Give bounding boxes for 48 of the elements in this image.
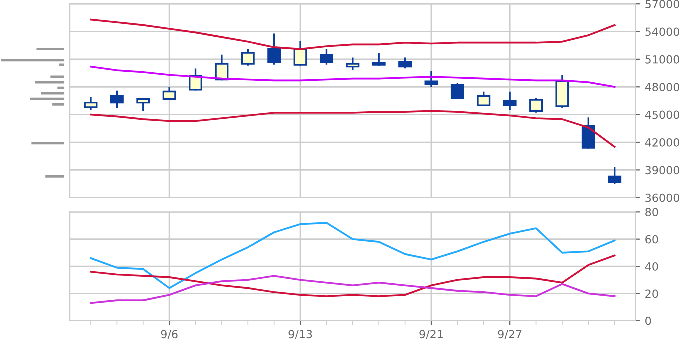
bar bbox=[46, 175, 65, 178]
bar bbox=[41, 92, 65, 95]
candlestick bbox=[136, 98, 150, 112]
y-tick-label: 36000 bbox=[646, 194, 680, 202]
bar bbox=[30, 98, 65, 100]
bar bbox=[58, 86, 65, 90]
candlestick bbox=[215, 54, 229, 81]
line-series bbox=[90, 222, 616, 290]
y-tick-label: 39000 bbox=[646, 166, 680, 175]
candlestick bbox=[346, 58, 360, 70]
candlestick bbox=[477, 92, 491, 106]
y-tick-label: 51000 bbox=[646, 55, 680, 64]
bar bbox=[1, 59, 65, 62]
y-tick-label: 40 bbox=[645, 262, 658, 271]
x-tick-label: 9/21 bbox=[420, 330, 443, 340]
x-tick-label: 9/27 bbox=[498, 330, 522, 340]
candlestick bbox=[503, 92, 517, 110]
candlestick bbox=[398, 58, 412, 69]
y-tick-label: 45000 bbox=[645, 110, 680, 120]
x-tick-label: 9/13 bbox=[288, 330, 312, 340]
candlestick bbox=[241, 49, 255, 66]
candlestick bbox=[608, 168, 622, 184]
y-tick-label: 80 bbox=[646, 208, 658, 217]
y-tick-label: 42000 bbox=[645, 138, 680, 147]
bar bbox=[36, 48, 65, 51]
candlestick bbox=[424, 72, 438, 88]
candlestick bbox=[372, 53, 386, 66]
y-tick-label: 60 bbox=[646, 235, 658, 244]
bar bbox=[32, 142, 65, 145]
candlestick bbox=[320, 49, 334, 65]
candlestick bbox=[110, 90, 124, 108]
line-series bbox=[90, 275, 616, 304]
y-tick-label: 57000 bbox=[646, 0, 680, 8]
y-tick-label: 54000 bbox=[646, 28, 680, 36]
candlestick bbox=[450, 84, 464, 100]
line-series bbox=[90, 254, 616, 298]
line-series bbox=[90, 110, 616, 148]
x-tick-label: 9/6 bbox=[161, 330, 178, 340]
candlestick bbox=[84, 97, 98, 110]
y-tick-label: 48000 bbox=[645, 83, 680, 92]
y-tick-label: 0 bbox=[646, 316, 652, 326]
y-tick-label: 20 bbox=[646, 290, 658, 298]
candlestick bbox=[268, 34, 282, 65]
candlestick bbox=[162, 87, 176, 100]
candlestick bbox=[530, 98, 543, 113]
candlestick bbox=[582, 118, 596, 149]
candlestick bbox=[294, 41, 308, 66]
bar bbox=[52, 103, 65, 106]
